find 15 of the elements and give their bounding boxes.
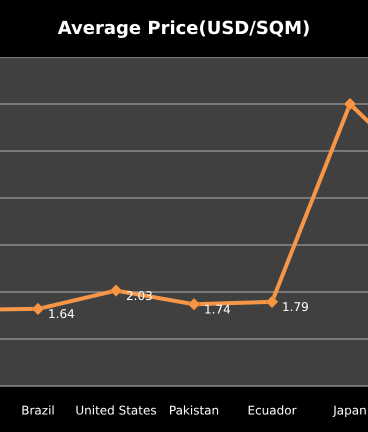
data-label: 1.79 <box>282 300 309 314</box>
point <box>266 296 278 308</box>
data-label: 1.74 <box>204 302 231 316</box>
data-label: 2.03 <box>126 288 153 303</box>
x-tick-label: Japan <box>332 404 367 418</box>
x-tick-label: Ecuador <box>247 404 297 418</box>
point <box>32 302 44 316</box>
chart-title: Average Price(USD/SQM) <box>56 17 312 41</box>
x-tick-label: Pakistan <box>168 404 220 418</box>
data-label: 1.64 <box>48 307 75 322</box>
point <box>188 298 200 310</box>
x-tick-label: Brazil <box>21 404 55 418</box>
point <box>344 98 356 110</box>
point <box>110 284 122 297</box>
x-tick-label: United States <box>75 404 157 418</box>
